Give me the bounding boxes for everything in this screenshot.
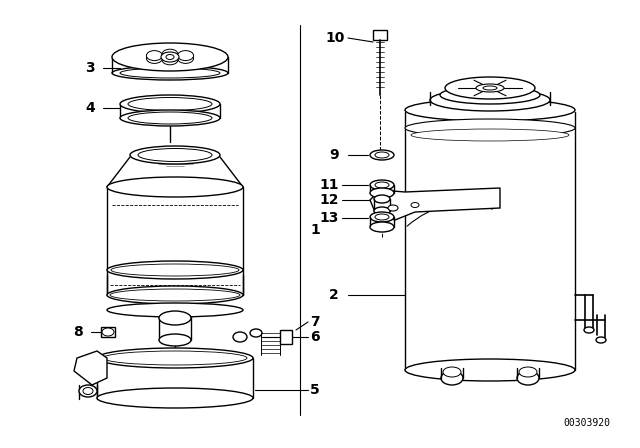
Text: 3: 3 <box>85 61 95 75</box>
Ellipse shape <box>107 177 243 197</box>
Ellipse shape <box>130 146 220 164</box>
Ellipse shape <box>375 214 389 220</box>
Text: 11: 11 <box>319 178 339 192</box>
Text: 4: 4 <box>85 101 95 115</box>
Ellipse shape <box>596 337 606 343</box>
Ellipse shape <box>250 329 262 337</box>
Ellipse shape <box>370 180 394 190</box>
Ellipse shape <box>388 205 398 211</box>
Ellipse shape <box>161 52 179 62</box>
Text: 9: 9 <box>329 148 339 162</box>
Ellipse shape <box>166 55 174 60</box>
Ellipse shape <box>147 53 163 64</box>
Ellipse shape <box>440 92 540 108</box>
Ellipse shape <box>233 332 247 342</box>
Ellipse shape <box>370 222 394 232</box>
Ellipse shape <box>102 328 114 336</box>
Ellipse shape <box>584 327 594 333</box>
Ellipse shape <box>83 388 93 395</box>
Ellipse shape <box>128 98 212 111</box>
Text: 8: 8 <box>73 325 83 339</box>
Ellipse shape <box>107 261 243 279</box>
Ellipse shape <box>177 53 193 64</box>
Ellipse shape <box>120 95 220 113</box>
Text: 6: 6 <box>310 330 319 344</box>
Text: 12: 12 <box>319 193 339 207</box>
Ellipse shape <box>103 351 247 365</box>
Ellipse shape <box>374 195 390 203</box>
Ellipse shape <box>517 371 539 385</box>
Ellipse shape <box>370 150 394 160</box>
Ellipse shape <box>97 348 253 368</box>
Ellipse shape <box>411 202 419 207</box>
Ellipse shape <box>375 152 389 158</box>
Text: 00303920: 00303920 <box>563 418 610 428</box>
Ellipse shape <box>374 207 390 215</box>
Ellipse shape <box>370 188 394 198</box>
Ellipse shape <box>405 99 575 121</box>
Ellipse shape <box>405 119 575 137</box>
Text: 2: 2 <box>329 288 339 302</box>
Polygon shape <box>370 188 500 220</box>
Ellipse shape <box>440 86 540 104</box>
Ellipse shape <box>159 334 191 346</box>
Ellipse shape <box>519 367 537 377</box>
Ellipse shape <box>375 182 389 188</box>
Ellipse shape <box>476 84 504 92</box>
Ellipse shape <box>107 303 243 317</box>
Ellipse shape <box>430 89 550 111</box>
Ellipse shape <box>111 264 239 276</box>
Ellipse shape <box>177 51 193 60</box>
Text: 10: 10 <box>325 31 344 45</box>
Ellipse shape <box>79 385 97 397</box>
Ellipse shape <box>128 112 212 124</box>
Ellipse shape <box>112 43 228 71</box>
Ellipse shape <box>107 286 243 304</box>
Ellipse shape <box>162 55 178 65</box>
Ellipse shape <box>97 388 253 408</box>
Ellipse shape <box>159 311 191 325</box>
Bar <box>101 327 115 337</box>
Ellipse shape <box>162 49 178 59</box>
Ellipse shape <box>411 129 569 141</box>
Text: 13: 13 <box>319 211 339 225</box>
Ellipse shape <box>443 367 461 377</box>
Ellipse shape <box>120 68 220 78</box>
Polygon shape <box>74 351 107 385</box>
Ellipse shape <box>370 212 394 222</box>
Text: 7: 7 <box>310 315 319 329</box>
Ellipse shape <box>441 371 463 385</box>
Ellipse shape <box>445 77 535 99</box>
Text: 5: 5 <box>310 383 320 397</box>
Ellipse shape <box>483 86 497 90</box>
Ellipse shape <box>405 359 575 381</box>
Ellipse shape <box>147 51 163 60</box>
Ellipse shape <box>138 148 212 161</box>
Ellipse shape <box>110 289 240 301</box>
Ellipse shape <box>446 94 534 106</box>
Ellipse shape <box>120 110 220 126</box>
Ellipse shape <box>112 66 228 80</box>
Text: 1: 1 <box>310 223 320 237</box>
Bar <box>280 330 292 344</box>
Bar <box>373 30 387 40</box>
